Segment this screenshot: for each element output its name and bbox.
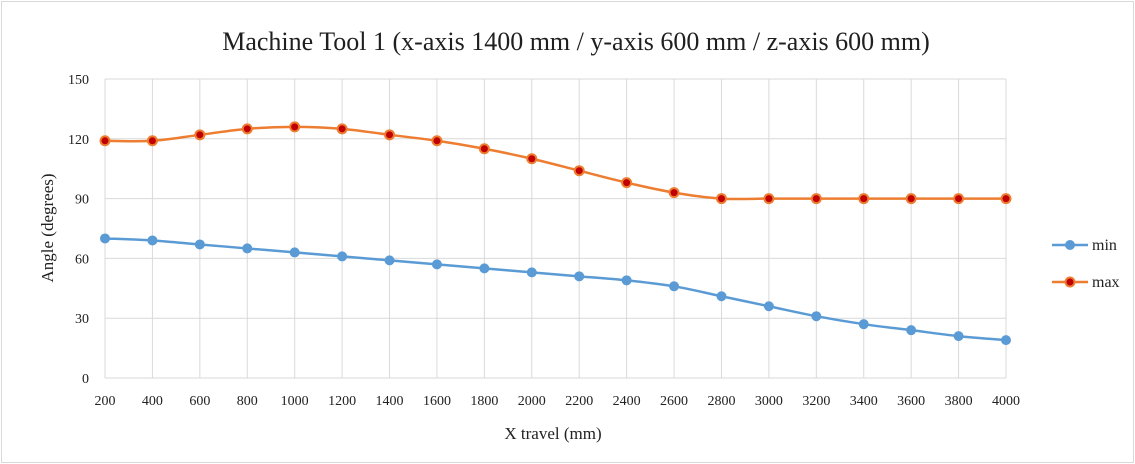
chart-title: Machine Tool 1 (x-axis 1400 mm / y-axis …: [222, 27, 930, 56]
legend: min max: [1052, 237, 1120, 291]
legend-marker-max: [1064, 276, 1076, 288]
x-tick-label: 200: [95, 394, 116, 409]
data-point-min: [147, 235, 158, 246]
y-tick-label: 60: [75, 252, 89, 267]
data-point-max: [289, 121, 301, 133]
x-tick-label: 1400: [376, 394, 404, 409]
x-tick-label: 2200: [565, 394, 593, 409]
data-point-max: [146, 135, 158, 147]
data-point-max: [336, 123, 348, 135]
x-tick-label: 2600: [660, 394, 688, 409]
x-tick-label: 3600: [897, 394, 925, 409]
y-axis-label: Angle (degrees): [38, 173, 57, 282]
y-tick-label: 150: [68, 73, 89, 88]
data-point-min: [574, 271, 585, 282]
data-point-max: [573, 165, 585, 177]
data-point-min: [621, 275, 632, 286]
data-point-max: [384, 129, 396, 141]
data-point-max: [526, 153, 538, 165]
x-tick-label: 400: [142, 394, 163, 409]
data-point-max: [953, 193, 965, 205]
x-tick-label: 1600: [423, 394, 451, 409]
data-point-max: [1000, 193, 1012, 205]
y-tick-labels: 0 30 60 90 120 150: [68, 73, 89, 387]
legend-marker-min: [1065, 240, 1075, 250]
x-tick-label: 2800: [707, 394, 735, 409]
data-point-min: [1001, 335, 1011, 346]
data-point-max: [241, 123, 253, 135]
data-point-max: [431, 135, 443, 147]
x-tick-label: 3200: [802, 394, 830, 409]
data-point-min: [194, 239, 205, 250]
x-tick-label: 600: [189, 394, 210, 409]
y-tick-label: 0: [82, 372, 89, 387]
x-tick-label: 1200: [328, 394, 356, 409]
data-point-max: [858, 193, 870, 205]
data-point-min: [953, 331, 964, 342]
data-point-min: [526, 267, 537, 278]
data-point-max: [621, 177, 633, 189]
x-tick-label: 3800: [945, 394, 973, 409]
data-point-min: [716, 291, 727, 302]
x-tick-label: 3000: [755, 394, 783, 409]
data-point-max: [810, 193, 822, 205]
x-tick-label: 2400: [613, 394, 641, 409]
data-point-max: [99, 135, 111, 147]
data-point-min: [479, 263, 490, 274]
x-tick-label: 1800: [470, 394, 498, 409]
x-tick-label: 4000: [992, 394, 1020, 409]
data-point-min: [906, 325, 917, 336]
legend-label-min: min: [1092, 237, 1117, 254]
y-tick-label: 120: [68, 133, 89, 148]
x-tick-labels: 200 400 600 800 1000 1200 1400 1600 1800 2000 2200…: [95, 394, 1021, 409]
data-point-max: [194, 129, 206, 141]
data-point-min: [337, 251, 348, 262]
data-point-min: [384, 255, 395, 266]
data-point-min: [811, 311, 822, 322]
data-point-max: [478, 143, 490, 155]
x-tick-label: 3400: [850, 394, 878, 409]
series-line-min: [104, 237, 1007, 342]
data-point-min: [242, 243, 253, 254]
data-point-max: [763, 193, 775, 205]
data-point-max: [715, 193, 727, 205]
x-tick-label: 2000: [518, 394, 546, 409]
data-point-min: [763, 301, 774, 312]
data-point-min: [100, 233, 110, 244]
data-point-min: [431, 259, 442, 270]
data-point-max: [668, 187, 680, 199]
series-line-max: [104, 125, 1006, 201]
x-tick-label: 800: [237, 394, 258, 409]
data-point-min: [669, 281, 680, 292]
data-point-min: [858, 319, 869, 330]
y-tick-label: 30: [75, 312, 89, 327]
legend-label-max: max: [1092, 274, 1120, 291]
data-point-max: [905, 193, 917, 205]
y-tick-label: 90: [75, 193, 89, 208]
x-axis-label: X travel (mm): [504, 424, 601, 443]
x-tick-label: 1000: [281, 394, 309, 409]
data-point-min: [289, 247, 300, 258]
gridlines: [104, 78, 1007, 379]
series-group: [99, 121, 1012, 346]
